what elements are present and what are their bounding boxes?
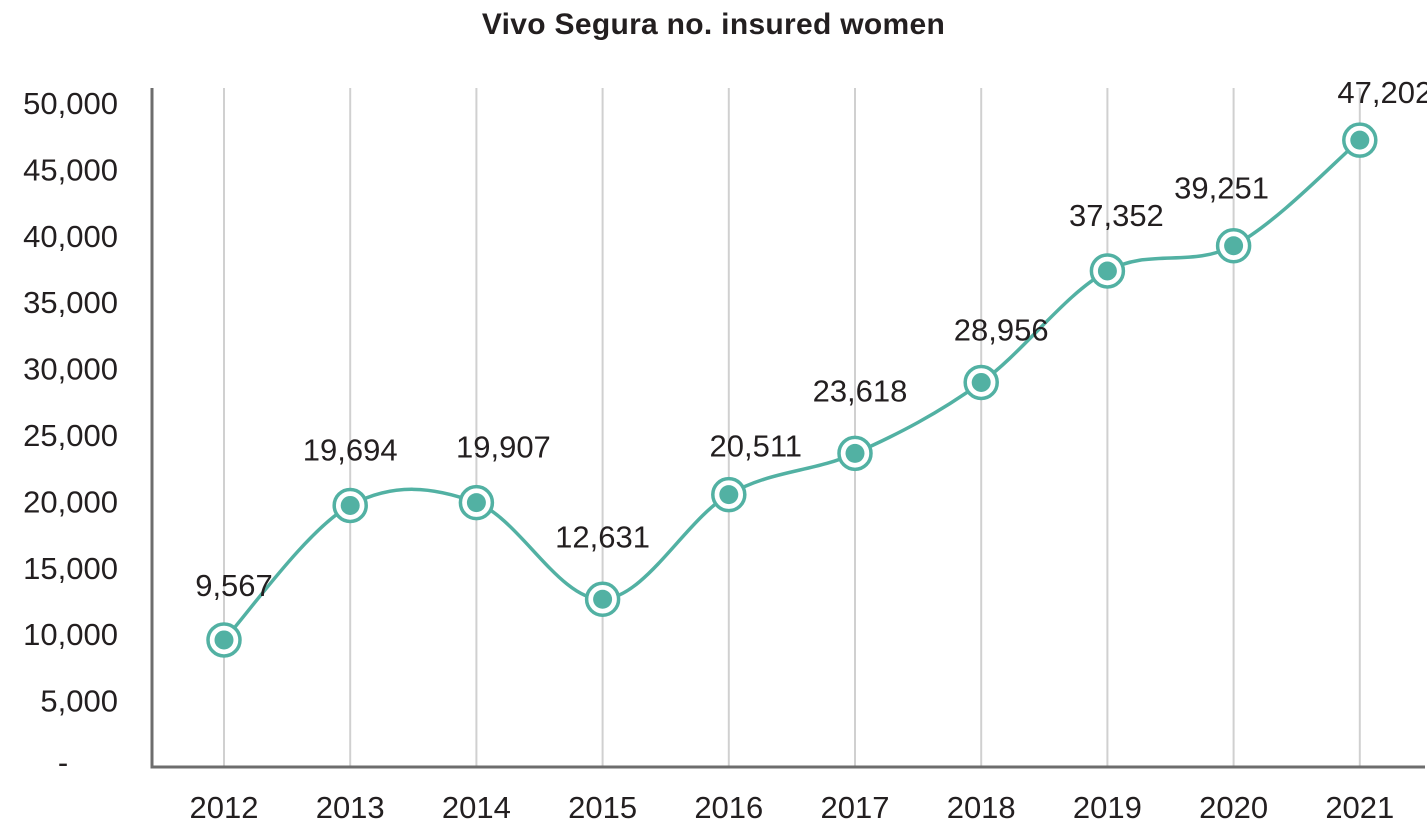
- data-point-marker: [584, 581, 621, 618]
- vertical-gridlines: [223, 88, 1361, 767]
- data-point-marker: [837, 435, 873, 472]
- data-point-marker: [332, 487, 368, 524]
- y-tick-label: 10,000: [23, 617, 118, 652]
- data-label: 9,567: [195, 568, 273, 603]
- x-tick-label: 2021: [1325, 790, 1394, 825]
- data-label: 37,352: [1069, 198, 1164, 233]
- x-axis-ticks: 2012 2013 2014 2015 2016 2017 2018 2019 2020 2021: [190, 790, 1395, 825]
- chart-title: Vivo Segura no. insured women: [481, 8, 946, 41]
- data-point-markers: [206, 122, 1378, 658]
- x-tick-label: 2013: [316, 790, 385, 825]
- data-point-marker: [963, 364, 999, 401]
- y-tick-label: 45,000: [23, 152, 118, 187]
- data-label: 23,618: [813, 373, 908, 408]
- y-tick-label: 30,000: [23, 352, 118, 387]
- data-point-marker: [711, 476, 747, 513]
- data-label: 19,907: [456, 430, 551, 465]
- y-tick-label: 5,000: [40, 684, 118, 719]
- data-point-marker: [1342, 122, 1378, 158]
- data-point-marker: [458, 484, 495, 521]
- data-point-marker: [206, 622, 242, 658]
- x-tick-label: 2018: [947, 790, 1016, 825]
- x-tick-label: 2014: [442, 790, 511, 825]
- axes: [150, 88, 1425, 769]
- data-labels: 9,567 19,694 19,907 12,631 20,511 23,618 28,95…: [195, 75, 1427, 603]
- data-label: 12,631: [555, 519, 650, 554]
- x-tick-label: 2012: [190, 790, 259, 825]
- y-tick-label: 20,000: [23, 484, 118, 519]
- x-tick-label: 2015: [568, 790, 637, 825]
- data-label: 39,251: [1174, 171, 1269, 206]
- x-tick-label: 2017: [821, 790, 890, 825]
- y-tick-label: 35,000: [23, 285, 118, 320]
- data-point-marker: [1089, 253, 1126, 289]
- y-tick-label: 25,000: [23, 418, 118, 453]
- y-axis-ticks: - 5,000 10,000 15,000 20,000 25,000 30,000 35,0…: [23, 86, 118, 780]
- y-tick-label: -: [58, 745, 68, 780]
- data-label: 20,511: [710, 429, 803, 464]
- x-tick-label: 2020: [1199, 790, 1268, 825]
- x-tick-label: 2019: [1073, 790, 1142, 825]
- data-label: 47,202: [1337, 75, 1427, 110]
- y-tick-label: 40,000: [23, 219, 118, 254]
- data-label: 28,956: [954, 312, 1049, 347]
- y-tick-label: 15,000: [23, 551, 118, 586]
- data-label: 19,694: [303, 432, 398, 467]
- data-point-marker: [1215, 227, 1252, 264]
- x-tick-label: 2016: [694, 790, 763, 825]
- y-tick-label: 50,000: [23, 86, 118, 121]
- series-line: [222, 138, 1361, 642]
